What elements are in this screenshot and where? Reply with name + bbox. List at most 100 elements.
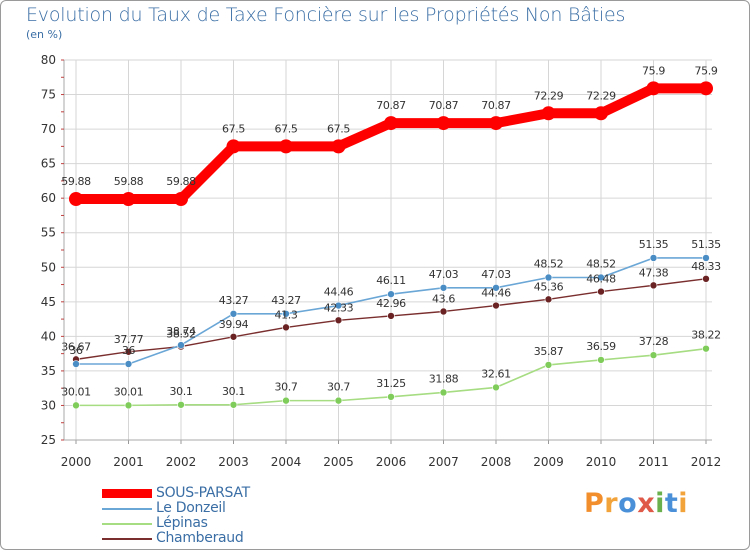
data-point (699, 81, 713, 96)
data-label: 75.9 (695, 64, 718, 77)
proxiti-logo: Proxiti (584, 488, 688, 519)
data-label: 72.29 (534, 89, 564, 102)
data-label: 31.88 (429, 372, 459, 385)
data-point (124, 401, 133, 410)
x-tick-label: 2007 (428, 455, 459, 469)
data-label: 45.36 (534, 280, 564, 293)
data-point (544, 361, 553, 369)
logo-letter: i (655, 488, 665, 519)
data-point (492, 383, 500, 392)
data-label: 42.33 (324, 301, 354, 314)
data-label: 47.03 (429, 268, 459, 281)
data-point (387, 312, 395, 320)
data-point (282, 323, 290, 332)
x-tick-label: 2008 (481, 455, 512, 469)
chart-unit-label: (en %) (26, 28, 63, 41)
y-tick-label: 70 (41, 122, 56, 136)
legend-label-lepinas: Lépinas (156, 515, 208, 531)
data-point (492, 301, 500, 310)
data-label: 36.67 (61, 340, 91, 353)
y-tick-label: 60 (41, 191, 56, 205)
data-label: 32.61 (481, 367, 511, 380)
data-label: 75.9 (642, 64, 665, 77)
x-tick-label: 2011 (638, 455, 669, 469)
data-label: 70.87 (376, 99, 406, 112)
x-tick-label: 2006 (376, 455, 407, 469)
axes: 25 30 35 40 45 50 55 60 65 70 75 80 2000 2001 2002 2003… (41, 53, 722, 469)
data-label: 43.27 (219, 294, 249, 307)
data-label: 51.35 (639, 238, 669, 251)
data-point (544, 295, 553, 304)
data-label: 43.27 (271, 294, 301, 307)
data-label: 44.46 (481, 287, 511, 300)
data-point (229, 332, 238, 341)
logo-letter: t (664, 488, 679, 519)
legend-label-le-donzeil: Le Donzeil (156, 500, 226, 516)
data-label: 70.87 (429, 99, 459, 112)
data-point (387, 290, 395, 298)
legend-label-chamberaud: Chamberaud (156, 530, 244, 546)
data-point (282, 396, 290, 405)
data-label: 38.74 (166, 325, 196, 338)
data-point (436, 116, 451, 131)
logo-letter: x (637, 488, 656, 519)
data-label: 59.88 (166, 175, 196, 188)
chart-title: Evolution du Taux de Taxe Foncière sur l… (26, 4, 626, 26)
data-label: 30.01 (114, 385, 144, 398)
x-tick-label: 2009 (533, 455, 564, 469)
data-label: 44.46 (324, 286, 354, 299)
data-point (279, 139, 293, 154)
x-tick-label: 2000 (61, 455, 92, 469)
data-label: 37.28 (639, 335, 669, 348)
data-point (229, 309, 238, 318)
x-tick-label: 2012 (691, 455, 722, 469)
data-label: 59.88 (61, 175, 91, 188)
legend-swatch-lepinas (102, 523, 152, 525)
data-point (594, 106, 608, 121)
data-label: 42.96 (376, 297, 406, 310)
data-point (334, 316, 343, 325)
data-label: 46.48 (586, 273, 616, 286)
data-label: 46.11 (376, 274, 406, 287)
data-label: 72.29 (586, 89, 616, 102)
data-label: 67.5 (327, 122, 350, 135)
data-point (229, 400, 238, 409)
data-point (384, 116, 398, 131)
y-tick-label: 40 (41, 329, 56, 343)
data-label: 30.7 (275, 381, 298, 394)
x-tick-label: 2001 (113, 455, 144, 469)
data-label: 41.3 (275, 308, 298, 321)
data-point (124, 347, 133, 356)
data-label: 48.33 (691, 260, 721, 273)
x-tick-label: 2002 (166, 455, 197, 469)
x-tick-label: 2010 (586, 455, 617, 469)
x-tick-label: 2005 (323, 455, 354, 469)
data-point (72, 360, 80, 368)
data-point (331, 139, 346, 154)
data-label: 30.1 (170, 385, 193, 398)
data-point (177, 400, 185, 409)
data-label: 67.5 (222, 122, 245, 135)
data-label: 36.59 (586, 340, 616, 353)
y-tick-label: 25 (41, 433, 56, 447)
y-tick-label: 30 (41, 398, 56, 412)
legend-swatch-le-donzeil (102, 508, 152, 510)
data-point (72, 401, 80, 410)
data-label: 30.1 (222, 385, 245, 398)
y-tick-label: 55 (41, 226, 56, 240)
data-label: 39.94 (219, 318, 249, 331)
data-point (646, 81, 661, 96)
data-point (597, 356, 605, 364)
data-point (702, 344, 710, 353)
legend-swatch-chamberaud (102, 538, 152, 540)
data-point (439, 307, 448, 316)
data-label: 37.77 (114, 333, 144, 346)
data-label: 67.5 (275, 122, 298, 135)
data-point (597, 287, 605, 296)
y-tick-label: 45 (41, 295, 56, 309)
data-label: 31.25 (376, 377, 406, 390)
data-point (649, 281, 658, 290)
logo-letter: o (618, 488, 638, 519)
